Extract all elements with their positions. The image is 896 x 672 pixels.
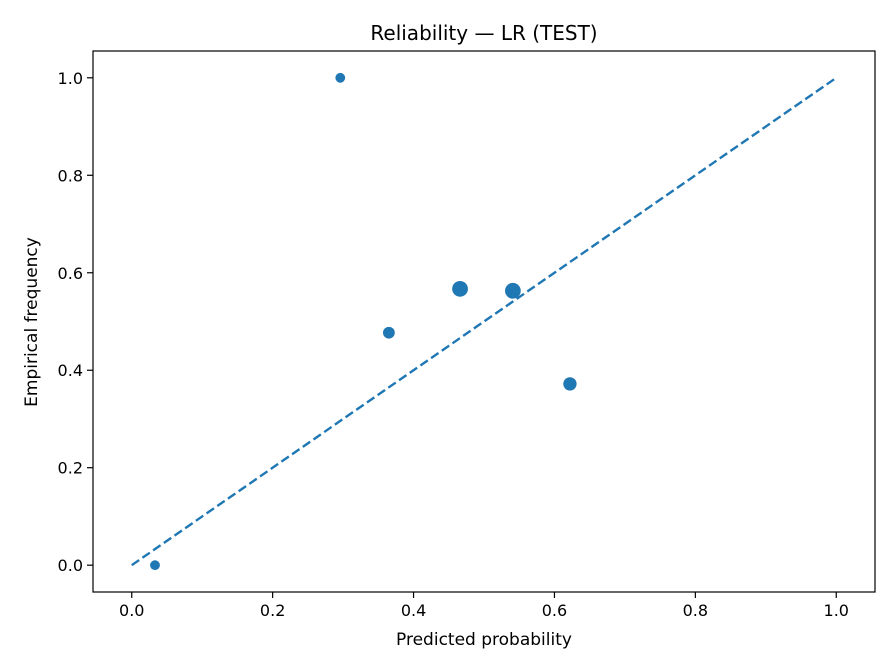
x-tick-label: 0.2 xyxy=(260,601,285,620)
y-tick-label: 1.0 xyxy=(58,69,83,88)
x-tick-label: 0.8 xyxy=(683,601,708,620)
y-tick-label: 0.4 xyxy=(58,361,83,380)
x-axis: 0.0 0.2 0.4 0.6 0.8 1.0 xyxy=(119,592,849,620)
y-tick-label: 0.8 xyxy=(58,166,83,185)
x-axis-label: Predicted probability xyxy=(396,630,572,650)
y-axis: 0.0 0.2 0.4 0.6 0.8 1.0 xyxy=(58,69,93,575)
scatter-point xyxy=(505,282,521,299)
plot-frame xyxy=(92,50,876,593)
x-tick-label: 0.4 xyxy=(401,601,426,620)
y-tick-label: 0.0 xyxy=(58,556,83,575)
y-axis-label: Empirical frequency xyxy=(22,237,42,407)
x-tick-label: 0.0 xyxy=(119,601,144,620)
scatter-point xyxy=(383,326,395,339)
chart-title: Reliability — LR (TEST) xyxy=(370,21,597,45)
y-tick-label: 0.6 xyxy=(58,264,83,283)
x-tick-label: 1.0 xyxy=(824,601,849,620)
x-tick-label: 0.6 xyxy=(542,601,567,620)
scatter-point xyxy=(563,377,577,391)
perfect-calibration-line xyxy=(131,76,837,567)
y-tick-label: 0.2 xyxy=(58,459,83,478)
scatter-point xyxy=(150,560,160,571)
scatter-point xyxy=(335,72,346,83)
scatter-point xyxy=(452,280,468,297)
